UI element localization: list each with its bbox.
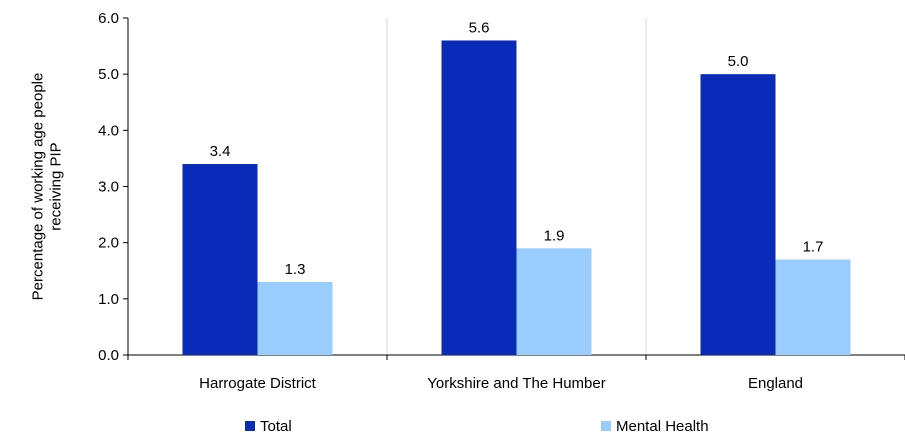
bar-mental-health [775,259,851,355]
data-label: 1.7 [803,239,824,256]
y-tick-label: 1.0 [98,291,119,308]
bar-total [441,40,517,355]
axes: 0.0 1.0 2.0 3.0 4.0 5.0 6.0 Harrogate District Y… [98,10,905,392]
y-tick-label: 3.0 [98,179,119,196]
y-tick-label: 0.0 [98,347,119,364]
bars [182,40,851,356]
legend-swatch-mental-health [601,421,611,431]
x-tick-label: Yorkshire and The Humber [427,375,605,392]
y-axis-title-line: Percentage of working age people [30,73,47,301]
y-tick-label: 5.0 [98,66,119,83]
legend-swatch-total [245,421,255,431]
legend-label: Total [260,418,292,435]
y-tick-label: 4.0 [98,122,119,139]
bar-total [182,164,258,355]
data-label: 1.9 [544,227,565,244]
data-label: 3.4 [210,143,231,160]
y-axis-title-line: receiving PIP [48,142,65,230]
bar-total [700,74,776,356]
data-label: 1.3 [285,261,306,278]
data-label: 5.6 [469,19,490,36]
legend: Total Mental Health [245,418,709,435]
y-axis-title-text: Percentage of working age peoplereceivin… [30,73,65,301]
y-axis-title-group: Percentage of working age peoplereceivin… [30,73,65,301]
y-tick-label: 6.0 [98,10,119,27]
bar-mental-health [516,248,592,355]
x-tick-label: England [748,375,803,392]
data-labels: 3.4 5.6 5.0 1.3 1.9 1.7 [210,19,824,278]
bar-mental-health [257,281,333,355]
legend-label: Mental Health [616,418,709,435]
y-tick-label: 2.0 [98,235,119,252]
y-axis-title: Percentage of working age peoplereceivin… [30,73,65,301]
x-tick-label: Harrogate District [199,375,317,392]
grid-lines [386,18,647,355]
data-label: 5.0 [728,53,749,70]
